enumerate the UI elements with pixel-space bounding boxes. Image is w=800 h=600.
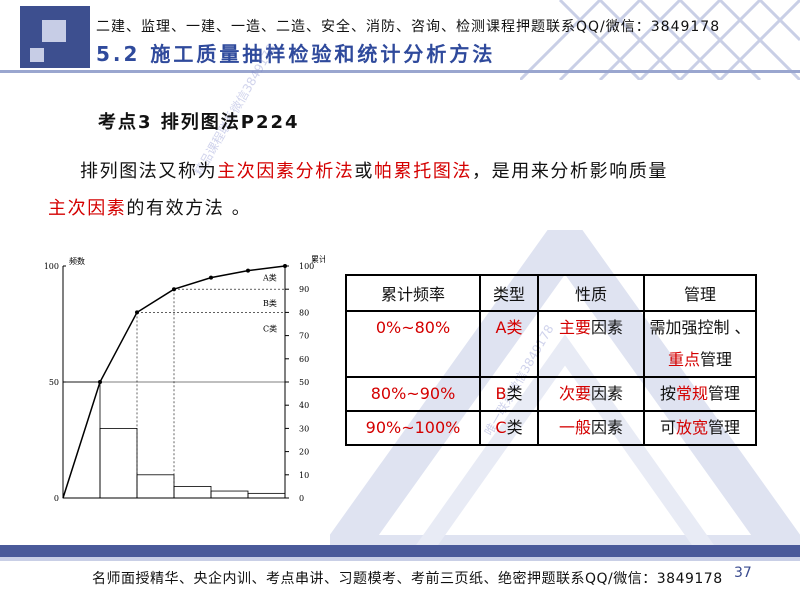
logo-accent — [42, 20, 66, 42]
right-axis-label: 累计频率（%） — [311, 254, 325, 264]
left-axis-label: 频数 — [69, 256, 85, 266]
text-segment: 管理 — [700, 350, 733, 369]
freq-cell: 80%~90% — [345, 376, 481, 412]
type-cell: B类 — [479, 376, 539, 412]
text-segment: 或 — [354, 161, 375, 182]
table-row: 90%~100% C类 一般因素 可放宽管理 — [345, 410, 757, 446]
text-segment: 需加强控制 、 — [649, 318, 751, 337]
header-cell: 性质 — [537, 274, 645, 312]
right-tick-label: 80 — [299, 308, 309, 317]
type-cell: A类 — [479, 310, 539, 378]
bar — [210, 490, 249, 499]
footer-promo-text: 名师面授精华、央企内训、考点串讲、习题模考、考前三页纸、绝密押题联系QQ/微信：… — [92, 571, 723, 587]
text-segment: 因素 — [591, 384, 624, 403]
nature-cell: 主要因素 — [537, 310, 645, 378]
nature-cell: 一般因素 — [537, 410, 645, 446]
manage-cell: 按常规管理 — [643, 376, 757, 412]
highlight-text: 主次因素分析法 — [217, 161, 355, 182]
table-header-row: 累计频率 类型 性质 管理 — [345, 274, 757, 312]
type-letter: C — [495, 418, 507, 437]
section-title: 5.2 施工质量抽样检验和统计分析方法 — [96, 42, 496, 66]
table-row: 0%~80% A类 主要因素 需加强控制 、 重点管理 — [345, 310, 757, 378]
text-segment: 排列图法又称为 — [80, 161, 218, 182]
type-letter: A — [495, 318, 507, 337]
freq-cell: 0%~80% — [345, 310, 481, 378]
pareto-summary-table: 累计频率 类型 性质 管理 0%~80% A类 主要因素 需加强控制 、 重点管… — [345, 274, 757, 446]
right-tick-label: 30 — [299, 424, 309, 433]
text-segment: 按 — [659, 384, 676, 403]
header-lattice-decoration — [520, 0, 800, 80]
bar — [173, 485, 212, 499]
right-tick-label: 20 — [299, 448, 309, 457]
table-row: 80%~90% B类 次要因素 按常规管理 — [345, 376, 757, 412]
topic-title: 考点3 排列图法P224 — [98, 112, 300, 133]
right-tick-label: 40 — [299, 401, 309, 410]
text-segment: 因素 — [591, 418, 624, 437]
cumulative-point — [209, 275, 213, 280]
freq-cell: 90%~100% — [345, 410, 481, 446]
chart-bars — [62, 381, 286, 499]
class-label: B类 — [263, 298, 277, 308]
highlight-text: 放宽 — [675, 418, 708, 437]
definition-line-1: 排列图法又称为主次因素分析法或帕累托图法，是用来分析影响质量 — [80, 157, 668, 183]
bar — [136, 474, 175, 499]
right-tick-label: 70 — [299, 332, 309, 341]
type-cell: C类 — [479, 410, 539, 446]
page-number: 37 — [734, 565, 752, 581]
highlight-text: 帕累托图法 — [374, 161, 473, 182]
header-cell: 管理 — [643, 274, 757, 312]
header-cell: 累计频率 — [345, 274, 481, 312]
cumulative-point — [283, 264, 287, 268]
type-suffix: 类 — [506, 318, 523, 337]
type-suffix: 类 — [506, 418, 523, 437]
highlight-text: 重点 — [667, 350, 700, 369]
highlight-text: 次要 — [558, 384, 591, 403]
header-cell: 类型 — [479, 274, 539, 312]
cumulative-point — [135, 310, 139, 315]
right-tick-label: 50 — [299, 378, 309, 387]
footer-bar-light — [0, 557, 800, 561]
pareto-chart: 050100频数0102030405060708090100累计频率（%）A类B… — [45, 254, 325, 503]
cumulative-point — [172, 287, 176, 292]
footer-bar — [0, 545, 800, 557]
highlight-text: 一般 — [558, 418, 591, 437]
text-segment: 可 — [659, 418, 676, 437]
text-segment: 管理 — [708, 384, 741, 403]
manage-cell: 需加强控制 、 重点管理 — [643, 310, 757, 378]
right-tick-label: 60 — [299, 355, 309, 364]
header-promo-text: 二建、监理、一建、一造、二造、安全、消防、咨询、检测课程押题联系QQ/微信：38… — [96, 19, 721, 35]
bar — [99, 427, 138, 499]
cumulative-point — [246, 268, 250, 273]
highlight-text: 常规 — [675, 384, 708, 403]
class-label: A类 — [262, 273, 277, 283]
text-segment: ，是用来分析影响质量 — [472, 161, 669, 182]
highlight-text: 主要 — [558, 318, 591, 337]
right-tick-label: 0 — [299, 494, 304, 503]
header-divider — [0, 70, 800, 73]
right-tick-label: 100 — [299, 262, 314, 271]
text-segment: 管理 — [708, 418, 741, 437]
left-tick-label: 0 — [54, 494, 59, 503]
type-letter: B — [495, 384, 507, 403]
type-suffix: 类 — [506, 384, 523, 403]
cumulative-point — [98, 380, 102, 384]
highlight-text: 主次因素 — [48, 198, 127, 219]
class-label: C类 — [263, 324, 277, 334]
chart-labels: 050100频数0102030405060708090100累计频率（%）A类B… — [45, 254, 325, 503]
right-tick-label: 90 — [299, 285, 309, 294]
cumulative-line — [62, 264, 287, 499]
text-segment: 的有效方法 。 — [126, 198, 252, 219]
manage-cell: 可放宽管理 — [643, 410, 757, 446]
left-tick-label: 100 — [45, 262, 59, 271]
right-tick-label: 10 — [299, 471, 309, 480]
logo-accent-small — [30, 48, 44, 62]
nature-cell: 次要因素 — [537, 376, 645, 412]
left-tick-label: 50 — [49, 378, 59, 387]
text-segment: 因素 — [591, 318, 624, 337]
definition-line-2: 主次因素的有效方法 。 — [48, 194, 251, 220]
bar — [247, 492, 286, 499]
